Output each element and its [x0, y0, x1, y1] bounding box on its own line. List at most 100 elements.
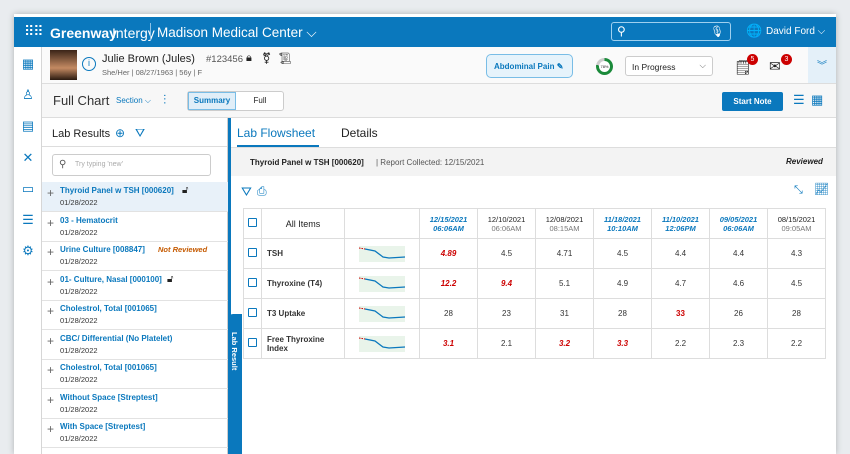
microphone-icon[interactable]: 🎙 [710, 26, 724, 38]
search-input[interactable]: ⚲ 🎙 [611, 22, 731, 41]
result-value[interactable]: 4.5 [477, 238, 536, 269]
result-value[interactable]: 3.3 [593, 328, 652, 359]
date-column-header[interactable]: 11/18/2021 10:10AM [593, 208, 652, 239]
result-value[interactable]: 2.2 [767, 328, 826, 359]
settings-icon[interactable]: ⚙ [22, 243, 34, 258]
divider [150, 23, 151, 41]
lab-search-input[interactable]: ⚲ Try typing 'new' [52, 154, 211, 176]
full-toggle[interactable]: Full [253, 96, 267, 105]
globe-icon[interactable]: 🌐 [746, 23, 763, 38]
trend-cell[interactable] [344, 268, 420, 299]
list-view-icon[interactable]: ☰ [793, 92, 805, 107]
date-column-header[interactable]: 12/08/2021 08:15AM [535, 208, 594, 239]
result-value[interactable]: 4.71 [535, 238, 594, 269]
lab-result-item[interactable]: + Cholestrol, Total [001065] 01/28/2022 [42, 300, 228, 330]
result-value[interactable]: 4.5 [767, 268, 826, 299]
result-value[interactable]: 4.4 [709, 238, 768, 269]
sliders-icon[interactable]: ⫶ [163, 92, 167, 107]
result-value[interactable]: 2.2 [651, 328, 710, 359]
row-checkbox[interactable] [248, 248, 257, 257]
tab-details[interactable]: Details [341, 126, 378, 140]
chief-complaint-button[interactable]: Abdominal Pain ✎ [486, 54, 573, 78]
result-value[interactable]: 12.2 [419, 268, 478, 299]
app-grid-icon[interactable]: ⠿⠿ [24, 23, 43, 39]
add-icon[interactable]: ⊕ [115, 126, 126, 140]
result-value[interactable]: 3.1 [419, 328, 478, 359]
result-value[interactable]: 23 [477, 298, 536, 329]
lab-result-item[interactable]: + Urine Culture [008847] 01/28/2022 Not Rev… [42, 241, 228, 271]
expand-icon[interactable]: + [47, 186, 55, 200]
print-icon[interactable]: ⎙ [257, 184, 267, 198]
lab-result-side-tab[interactable]: Lab Result [228, 314, 242, 454]
date-column-header[interactable]: 08/15/2021 09:05AM [767, 208, 826, 239]
row-checkbox[interactable] [248, 338, 257, 347]
lab-result-item[interactable]: +01- Culture, Nasal [000100] 01/28/2022 🔓︎ [42, 271, 228, 301]
lab-flowsheet-panel: Lab Flowsheet Details Thyroid Panel w TS… [228, 118, 836, 454]
panel-splitter[interactable] [228, 118, 231, 454]
tab-lab-flowsheet[interactable]: Lab Flowsheet [237, 126, 319, 147]
result-value[interactable]: 2.3 [709, 328, 768, 359]
expand-icon[interactable]: + [47, 245, 55, 259]
result-value[interactable]: 28 [419, 298, 478, 329]
row-checkbox[interactable] [248, 308, 257, 317]
result-value[interactable]: 4.7 [651, 268, 710, 299]
date-column-header[interactable]: 12/10/2021 06:06AM [477, 208, 536, 239]
section-dropdown[interactable]: Section ⌵ [116, 96, 151, 105]
result-value[interactable]: 2.1 [477, 328, 536, 359]
result-value[interactable]: 9.4 [477, 268, 536, 299]
person-icon[interactable]: ♙ [22, 87, 34, 102]
result-value[interactable]: 5.1 [535, 268, 594, 299]
start-note-button[interactable]: Start Note [722, 92, 783, 111]
result-value[interactable]: 31 [535, 298, 594, 329]
collapse-icon[interactable]: ⤡ [794, 184, 803, 196]
lab-result-item[interactable]: + With Space [Streptest] 01/28/2022 [42, 418, 228, 448]
user-menu[interactable]: David Ford ⌵ [766, 26, 826, 37]
result-value[interactable]: 4.89 [419, 238, 478, 269]
practice-selector[interactable]: Madison Medical Center ⌵ [157, 25, 317, 41]
lab-result-item[interactable]: + Thyroid Panel w TSH [000620] 01/28/2022 🔓… [42, 182, 228, 212]
lab-result-item[interactable]: + Cholestrol, Total [001065] 01/28/2022 [42, 359, 228, 389]
row-checkbox[interactable] [248, 278, 257, 287]
result-value[interactable]: 4.4 [651, 238, 710, 269]
grid-view-icon[interactable]: ▦ [811, 92, 824, 107]
expand-icon[interactable]: + [47, 392, 55, 407]
expand-icon[interactable]: + [47, 274, 55, 289]
date-column-header[interactable]: 11/10/2021 12:06PM [651, 208, 710, 239]
filter-icon[interactable]: ⛛ [135, 126, 146, 140]
result-value[interactable]: 4.5 [593, 238, 652, 269]
expand-icon[interactable]: + [47, 333, 55, 348]
result-value[interactable]: 28 [593, 298, 652, 329]
summary-toggle[interactable]: Summary [188, 92, 236, 110]
lab-result-item[interactable]: +03 - Hematocrit 01/28/2022 [42, 212, 228, 242]
select-all-checkbox[interactable] [248, 218, 257, 227]
filter-icon[interactable]: ⛛ [241, 184, 252, 199]
result-value[interactable]: 4.9 [593, 268, 652, 299]
document-icon[interactable]: ▤ [21, 118, 35, 133]
result-value[interactable]: 4.3 [767, 238, 826, 269]
result-value[interactable]: 28 [767, 298, 826, 329]
result-value[interactable]: 4.6 [709, 268, 768, 299]
tools-icon[interactable]: ✕ [22, 150, 34, 165]
expand-icon[interactable]: + [47, 422, 55, 436]
expand-icon[interactable]: + [47, 363, 55, 377]
expand-icon[interactable]: + [47, 215, 55, 230]
result-value[interactable]: 3.2 [535, 328, 594, 359]
lab-result-item[interactable]: + CBC/ Differential (No Platelet) 01/28/20… [42, 330, 228, 360]
date-column-header[interactable]: 09/05/2021 06:06AM [709, 208, 768, 239]
result-value[interactable]: 33 [651, 298, 710, 329]
list-icon[interactable]: ☰ [22, 212, 34, 227]
trend-cell[interactable] [344, 298, 420, 329]
trend-cell[interactable] [344, 328, 420, 359]
mail-icon[interactable]: ✉ [769, 58, 781, 74]
expand-icon[interactable]: + [47, 304, 55, 318]
trend-chart-icon[interactable]: 📈︎ [814, 182, 830, 196]
lab-result-item[interactable]: + Without Space [Streptest] 01/28/2022 [42, 389, 228, 419]
expand-header-button[interactable]: ︾ [808, 47, 836, 83]
trend-cell[interactable] [344, 238, 420, 269]
status-select[interactable]: In Progress ⌵ [625, 56, 713, 76]
date-column-header[interactable]: 12/15/2021 06:06AM [419, 208, 478, 239]
result-value[interactable]: 26 [709, 298, 768, 329]
calendar-icon[interactable]: ▦ [21, 56, 35, 71]
monitor-icon[interactable]: ▭ [21, 181, 35, 196]
info-icon[interactable]: i [82, 57, 96, 71]
